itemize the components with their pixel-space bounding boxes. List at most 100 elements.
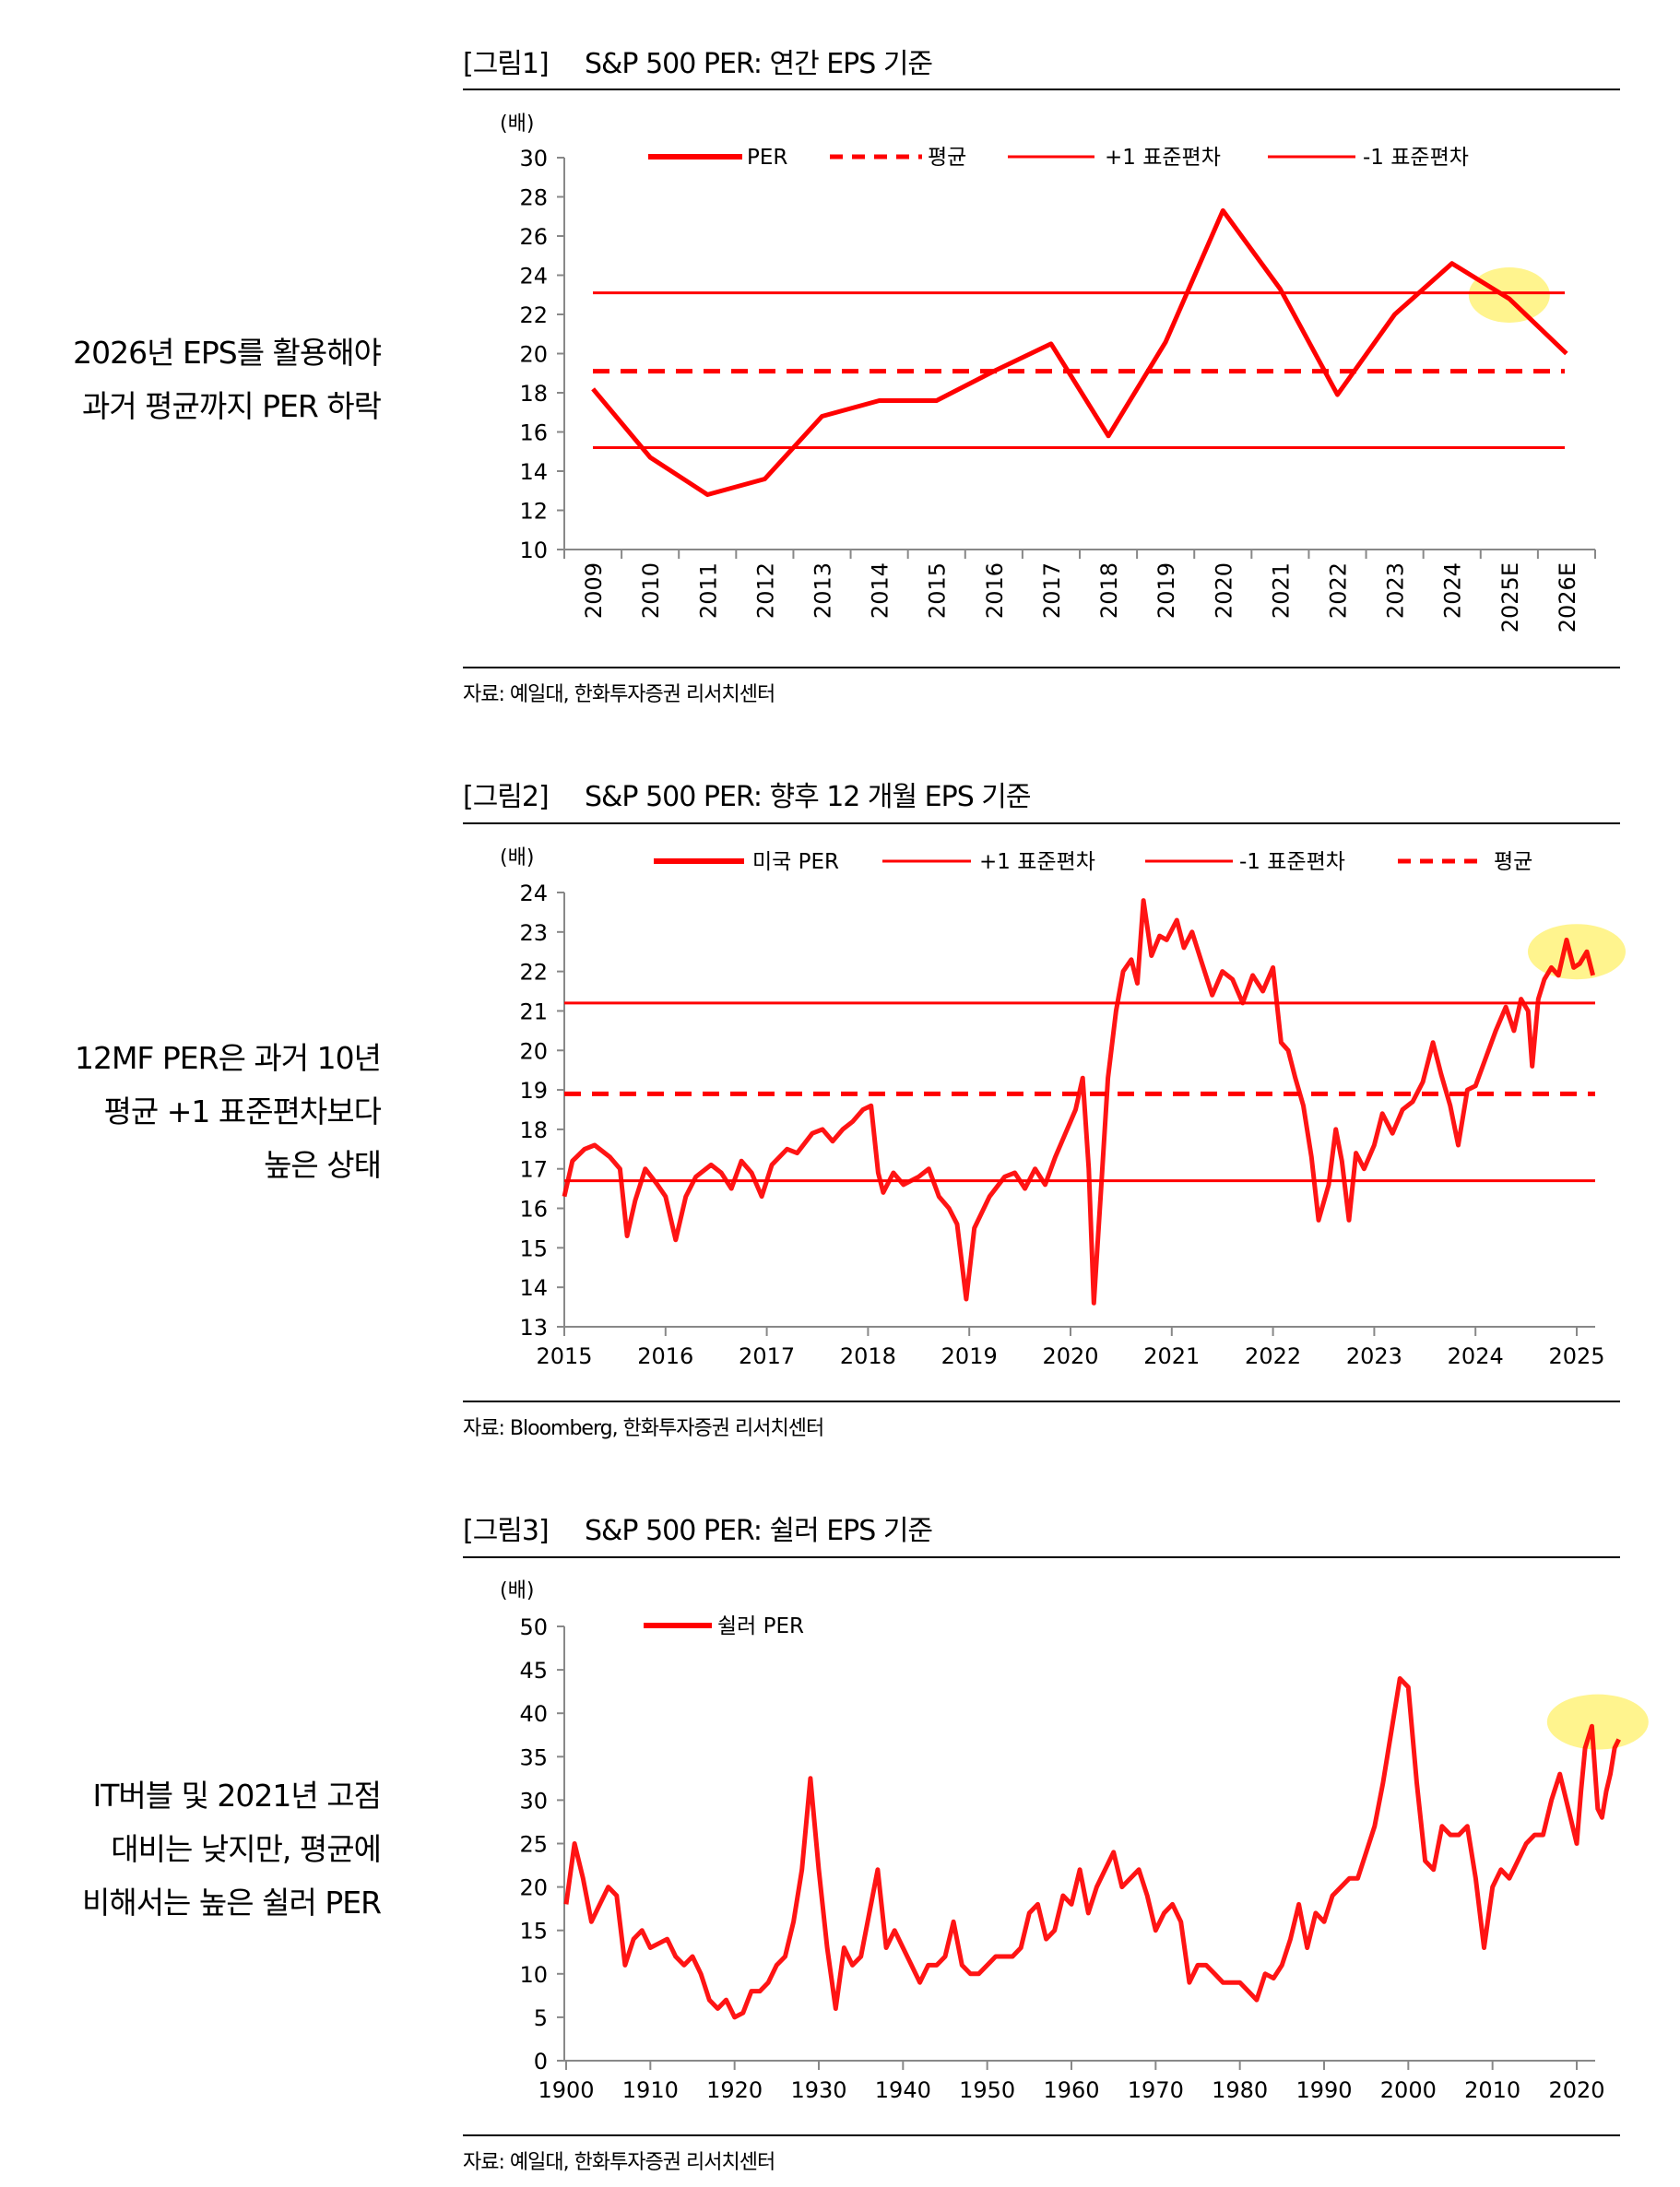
x-tick-label: 2016: [637, 1343, 693, 1369]
x-tick-label: 2016: [982, 562, 1008, 619]
x-tick-label: 2013: [810, 562, 836, 619]
x-tick-label: 2017: [739, 1343, 795, 1369]
y-tick-label: 17: [519, 1157, 548, 1183]
y-axis-unit-label: (배): [500, 846, 534, 869]
side-note-line: 높은 상태: [264, 1147, 382, 1183]
series-line-0: [562, 898, 1596, 1306]
legend-label: -1 표준편차: [1239, 850, 1345, 874]
y-tick-label: 20: [519, 342, 548, 368]
figure-number: [그림3]: [463, 1515, 550, 1547]
y-axis-unit-label: (배): [500, 1579, 534, 1602]
figure-number: [그림1]: [463, 48, 550, 80]
x-tick-label: 2017: [1039, 562, 1065, 619]
highlight-ellipse: [1528, 924, 1626, 980]
y-tick-label: 16: [519, 1197, 548, 1223]
x-tick-label: 2023: [1346, 1343, 1402, 1369]
x-tick-label: 2020: [1042, 1343, 1098, 1369]
highlight-ellipse: [1468, 267, 1550, 323]
x-tick-label: 2015: [925, 562, 951, 619]
x-tick-label: 2025E: [1497, 562, 1523, 632]
x-tick-label: 2015: [536, 1343, 592, 1369]
x-tick-label: 1910: [622, 2077, 679, 2103]
x-tick-label: 1960: [1043, 2077, 1099, 2103]
y-tick-label: 28: [519, 185, 548, 211]
side-note-line: 평균 +1 표준편차보다: [103, 1094, 382, 1129]
x-tick-label: 2022: [1326, 562, 1352, 619]
x-tick-label: 1990: [1295, 2077, 1352, 2103]
x-tick-label: 2026E: [1555, 562, 1580, 632]
side-note-line: 대비는 낮지만, 평균에: [111, 1831, 382, 1867]
x-tick-label: 2024: [1448, 1343, 1504, 1369]
legend-label: +1 표준편차: [979, 850, 1095, 874]
divider: [463, 822, 1620, 824]
x-tick-label: 2021: [1143, 1343, 1200, 1369]
side-note-3: IT버블 및 2021년 고점 대비는 낮지만, 평균에 비해서는 높은 쉴러 …: [37, 1769, 382, 1930]
x-tick-label: 2023: [1383, 562, 1409, 619]
x-tick-label: 2010: [1464, 2077, 1520, 2103]
divider: [463, 2134, 1620, 2136]
x-tick-label: 2020: [1211, 562, 1236, 619]
figure-title-text: S&P 500 PER: 향후 12 개월 EPS 기준: [585, 781, 1031, 813]
y-tick-label: 20: [519, 1875, 548, 1901]
highlight-ellipse: [1546, 1694, 1649, 1750]
y-tick-label: 50: [519, 1614, 548, 1640]
x-tick-label: 1970: [1128, 2077, 1184, 2103]
y-tick-label: 25: [519, 1832, 548, 1858]
chart-3: (배) 0 5 10 15 20 25 30 35 40 45 50 1900 1910 1920 1930 1…: [500, 1579, 1649, 2103]
legend-label: 평균: [928, 146, 966, 170]
x-tick-label: 1930: [790, 2077, 846, 2103]
divider: [463, 1556, 1620, 1558]
y-tick-label: 15: [519, 1235, 548, 1261]
x-tick-label: 2014: [868, 562, 893, 619]
x-tick-label: 2019: [941, 1343, 998, 1369]
x-tick-label: 2018: [840, 1343, 896, 1369]
y-tick-label: 45: [519, 1658, 548, 1684]
y-tick-label: 24: [519, 881, 548, 906]
y-tick-label: 10: [519, 1962, 548, 1988]
y-tick-label: 22: [519, 960, 548, 986]
x-tick-label: 2000: [1380, 2077, 1437, 2103]
figure-title-text: S&P 500 PER: 연간 EPS 기준: [585, 48, 933, 80]
y-tick-label: 16: [519, 420, 548, 446]
y-tick-label: 12: [519, 499, 548, 525]
y-tick-label: 5: [534, 2005, 548, 2031]
y-tick-label: 35: [519, 1744, 548, 1770]
legend-label: -1 표준편차: [1363, 146, 1469, 170]
y-tick-label: 13: [519, 1315, 548, 1341]
y-tick-label: 24: [519, 264, 548, 290]
legend-label: 평균: [1494, 850, 1532, 874]
x-tick-label: 1950: [959, 2077, 1015, 2103]
y-tick-label: 0: [534, 2049, 548, 2075]
y-tick-label: 18: [519, 381, 548, 407]
divider: [463, 1401, 1620, 1402]
x-tick-label: 2021: [1268, 562, 1294, 619]
side-note-line: 12MF PER은 과거 10년: [74, 1040, 382, 1076]
side-note-1: 2026년 EPS를 활용해야 과거 평균까지 PER 하락: [37, 326, 382, 433]
y-tick-label: 40: [519, 1701, 548, 1727]
y-tick-label: 15: [519, 1919, 548, 1945]
x-tick-label: 2018: [1096, 562, 1122, 619]
x-tick-label: 2009: [581, 562, 607, 619]
figure-1-source: 자료: 예일대, 한화투자증권 리서치센터: [463, 683, 775, 706]
x-tick-label: 1920: [706, 2077, 763, 2103]
divider: [463, 667, 1620, 668]
y-tick-label: 23: [519, 920, 548, 946]
y-tick-label: 19: [519, 1078, 548, 1104]
x-tick-label: 2012: [752, 562, 778, 619]
figure-title-text: S&P 500 PER: 쉴러 EPS 기준: [585, 1515, 933, 1547]
y-tick-label: 30: [519, 146, 548, 171]
y-tick-label: 18: [519, 1117, 548, 1143]
x-tick-label: 2019: [1154, 562, 1179, 619]
divider: [463, 89, 1620, 90]
y-tick-label: 10: [519, 538, 548, 563]
x-tick-label: 2022: [1245, 1343, 1301, 1369]
x-tick-label: 2025: [1548, 1343, 1604, 1369]
series-line-0: [563, 1676, 1621, 2020]
side-note-line: IT버블 및 2021년 고점: [92, 1778, 382, 1814]
side-note-line: 비해서는 높은 쉴러 PER: [81, 1885, 382, 1921]
x-tick-label: 1940: [875, 2077, 931, 2103]
legend-label: +1 표준편차: [1105, 146, 1221, 170]
